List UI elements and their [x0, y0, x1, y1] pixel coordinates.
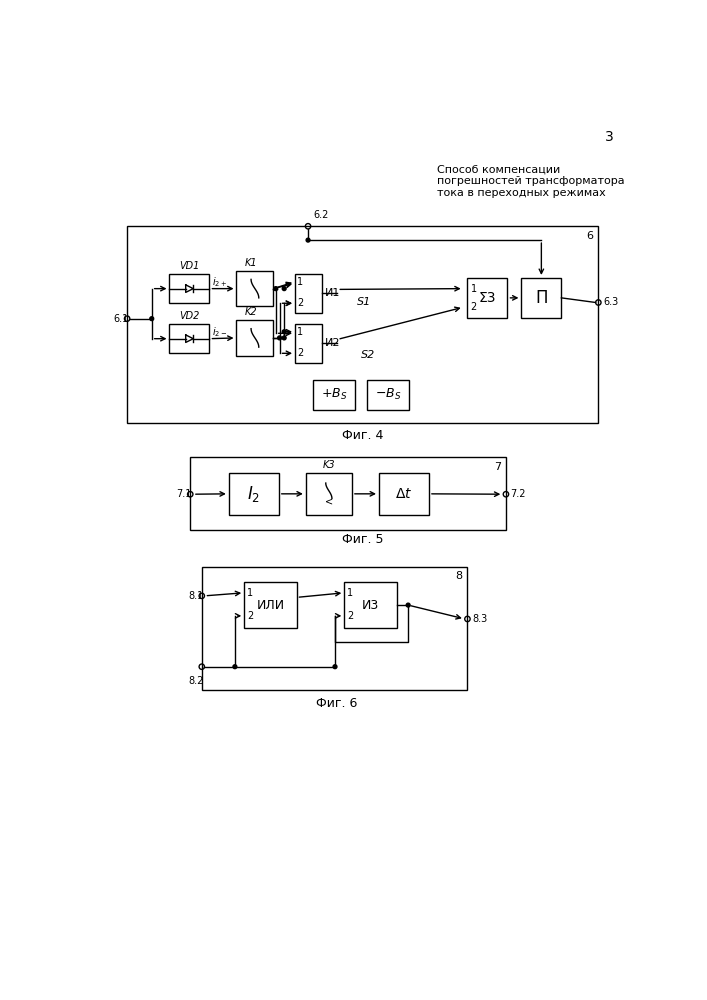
Bar	[236, 271, 274, 306]
Text: 1: 1	[297, 327, 303, 337]
Text: K3: K3	[322, 460, 335, 470]
Circle shape	[150, 317, 153, 321]
Circle shape	[306, 238, 310, 242]
Bar	[229, 473, 279, 515]
Text: $i_{2-}$: $i_{2-}$	[212, 325, 227, 339]
Text: $i_{2+}$: $i_{2+}$	[212, 275, 227, 289]
Bar	[313, 380, 355, 410]
Bar	[368, 380, 409, 410]
Text: 2: 2	[297, 348, 303, 358]
Bar	[379, 473, 429, 515]
Text: 2: 2	[247, 611, 254, 621]
Circle shape	[233, 665, 237, 669]
Text: И2: И2	[325, 338, 341, 348]
Circle shape	[282, 287, 286, 291]
Text: 1: 1	[347, 588, 354, 598]
Text: 8.3: 8.3	[472, 614, 487, 624]
Bar	[190, 457, 506, 530]
Bar	[201, 567, 467, 690]
Text: 6: 6	[587, 231, 594, 241]
Text: Способ компенсации
погрешностей трансформатора
тока в переходных режимах: Способ компенсации погрешностей трансфор…	[437, 165, 624, 198]
Text: Фиг. 5: Фиг. 5	[342, 533, 383, 546]
Text: 2: 2	[297, 298, 303, 308]
Text: S1: S1	[357, 297, 371, 307]
Text: K1: K1	[245, 258, 257, 268]
Text: <: <	[325, 497, 333, 507]
Circle shape	[278, 336, 281, 340]
Circle shape	[282, 336, 286, 340]
Bar	[244, 582, 296, 628]
Bar	[467, 278, 508, 318]
Circle shape	[282, 330, 286, 334]
Text: П: П	[535, 289, 548, 307]
Bar	[295, 324, 322, 363]
Text: Фиг. 4: Фиг. 4	[342, 429, 383, 442]
Text: $+B_S$: $+B_S$	[321, 387, 347, 402]
Bar	[344, 582, 397, 628]
Text: $I_2$: $I_2$	[247, 484, 260, 504]
Text: 7.2: 7.2	[510, 489, 526, 499]
Text: $\Delta t$: $\Delta t$	[395, 487, 413, 501]
Text: 6.3: 6.3	[603, 297, 618, 307]
Text: 8.2: 8.2	[188, 676, 204, 686]
Text: 8.1: 8.1	[188, 591, 203, 601]
Circle shape	[407, 603, 410, 607]
Text: 7.1: 7.1	[176, 489, 192, 499]
Text: Фиг. 6: Фиг. 6	[316, 697, 357, 710]
Text: 1: 1	[471, 284, 477, 294]
Text: И3: И3	[362, 599, 379, 612]
Text: 2: 2	[471, 302, 477, 312]
Text: 2: 2	[347, 611, 354, 621]
Text: K2: K2	[245, 307, 257, 317]
Text: 1: 1	[247, 588, 253, 598]
Text: 6.2: 6.2	[313, 210, 329, 220]
Text: 1: 1	[297, 277, 303, 287]
Text: VD1: VD1	[180, 261, 199, 271]
Text: 6.1: 6.1	[113, 314, 129, 324]
Text: 3: 3	[604, 130, 614, 144]
Bar	[170, 324, 209, 353]
Text: ИЛИ: ИЛИ	[256, 599, 284, 612]
Circle shape	[333, 665, 337, 669]
Text: $-B_S$: $-B_S$	[375, 387, 402, 402]
Bar	[295, 274, 322, 312]
Bar	[521, 278, 561, 318]
Text: И1: И1	[325, 288, 340, 298]
Text: Σ3: Σ3	[479, 291, 496, 305]
Text: 8: 8	[456, 571, 463, 581]
Text: S2: S2	[361, 350, 375, 360]
Bar	[305, 473, 352, 515]
Circle shape	[274, 287, 278, 291]
Text: 7: 7	[494, 462, 501, 472]
Text: VD2: VD2	[180, 311, 199, 321]
Bar	[236, 320, 274, 356]
Bar	[127, 226, 598, 423]
Bar	[170, 274, 209, 303]
